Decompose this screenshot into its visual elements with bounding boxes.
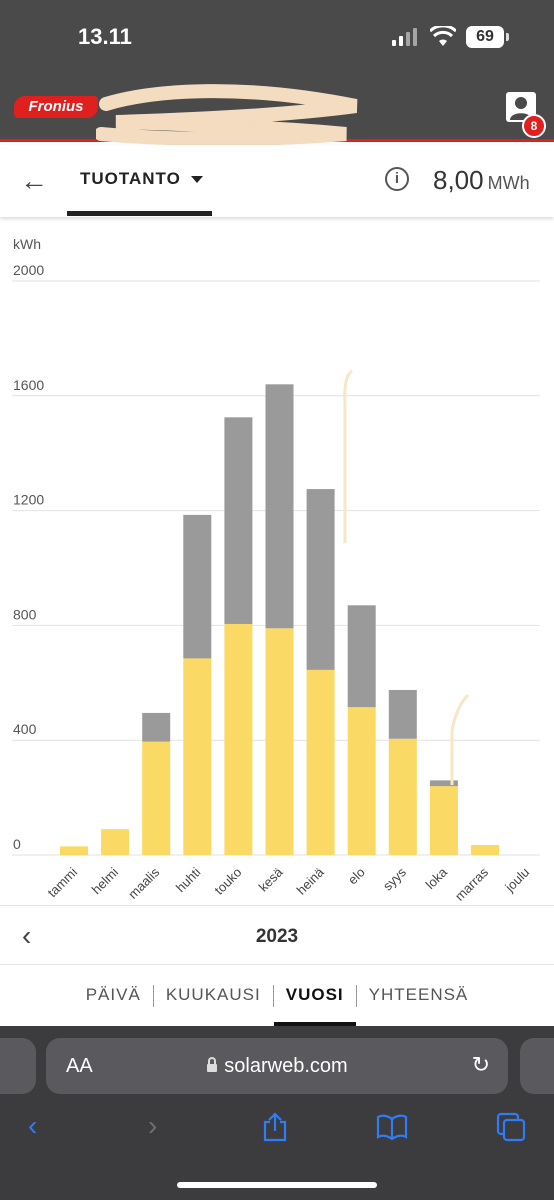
caret-down-icon: [190, 176, 203, 184]
reload-icon[interactable]: ↻: [471, 1052, 490, 1077]
fronius-logo[interactable]: Fronius: [14, 96, 98, 118]
bar-segment-heinä-0[interactable]: [306, 669, 335, 855]
x-tick-label: helmi: [89, 864, 122, 897]
total-unit: MWh: [487, 173, 530, 193]
tab-day[interactable]: PÄIVÄ: [85, 985, 141, 1004]
tab-divider: [355, 985, 357, 1007]
y-tick-label: 2000: [13, 262, 44, 278]
production-dropdown-label: TUOTANTO: [80, 169, 181, 188]
bar-segment-huhti-0[interactable]: [183, 658, 212, 855]
browser-chrome: AA solarweb.com ↻ ‹ ›: [0, 1026, 554, 1200]
tab-divider: [152, 985, 154, 1007]
tab-divider: [272, 985, 274, 1007]
production-chart: kWh 0 400 800 1200 1600 2000 tammi helmi maalis…: [0, 225, 554, 905]
bar-segment-loka-0[interactable]: [429, 786, 458, 855]
bar-segment-touko-1[interactable]: [224, 417, 253, 624]
bar-segment-maalis-1[interactable]: [142, 712, 171, 742]
y-axis-unit-label: kWh: [13, 236, 41, 252]
period-navigation: ‹ 2023: [0, 905, 554, 965]
bookmarks-icon[interactable]: [376, 1114, 408, 1140]
share-icon[interactable]: [262, 1112, 288, 1142]
bar-segment-tammi-0[interactable]: [60, 846, 88, 855]
y-tick-label: 400: [13, 721, 37, 737]
bar-segment-syys-0[interactable]: [388, 738, 417, 855]
bar-segment-huhti-1[interactable]: [183, 514, 212, 659]
bar-segment-touko-0[interactable]: [224, 623, 253, 855]
x-tick-label: touko: [211, 865, 244, 898]
notification-badge: 8: [522, 114, 546, 138]
tab-year[interactable]: VUOSI: [273, 966, 356, 1026]
status-time: 13.11: [78, 24, 132, 49]
y-tick-label: 1600: [13, 377, 44, 393]
next-tab-card[interactable]: [520, 1038, 554, 1094]
wifi-icon: [430, 26, 456, 46]
back-icon[interactable]: ‹: [28, 1110, 38, 1141]
bar-segment-kesä-1[interactable]: [265, 384, 294, 629]
bar-segment-loka-1[interactable]: [429, 780, 458, 787]
y-tick-label: 0: [13, 836, 21, 852]
previous-period-icon[interactable]: ‹: [22, 920, 32, 951]
total-production: 8,00 MWh: [433, 165, 530, 196]
bar-segment-syys-1[interactable]: [388, 689, 417, 739]
x-tick-label: loka: [423, 864, 451, 892]
previous-tab-card[interactable]: [0, 1038, 36, 1094]
production-dropdown[interactable]: TUOTANTO: [80, 169, 203, 189]
bar-segment-maalis-0[interactable]: [142, 741, 171, 855]
bar-chart-svg: kWh 0 400 800 1200 1600 2000 tammi helmi maalis…: [12, 236, 540, 904]
url-text: solarweb.com: [46, 1055, 508, 1078]
x-tick-label: syys: [380, 864, 409, 893]
app-header: Fronius 8: [0, 78, 554, 146]
x-tick-label: kesä: [256, 864, 287, 895]
active-tab-indicator: [67, 211, 212, 216]
tab-month[interactable]: KUUKAUSI: [165, 985, 261, 1004]
bar-segment-elo-1[interactable]: [347, 605, 376, 708]
x-tick-label: maalis: [125, 864, 163, 902]
bar-segment-helmi-0[interactable]: [101, 829, 130, 855]
x-tick-label: elo: [345, 865, 368, 888]
x-tick-label: heinä: [294, 864, 328, 898]
forward-icon[interactable]: ›: [148, 1110, 158, 1141]
lock-icon: [207, 1057, 218, 1072]
info-icon[interactable]: i: [385, 167, 409, 191]
cellular-signal-icon: [392, 28, 417, 46]
period-tabs: PÄIVÄ KUUKAUSI VUOSI YHTEENSÄ: [0, 966, 554, 1026]
bar-segment-kesä-0[interactable]: [265, 628, 294, 855]
section-header: ← TUOTANTO i 8,00 MWh: [0, 145, 554, 217]
x-tick-label: joulu: [501, 865, 532, 896]
browser-toolbar: ‹ ›: [0, 1110, 554, 1150]
bar-segment-marras-0[interactable]: [471, 844, 499, 855]
x-tick-label: marras: [452, 864, 492, 904]
redacted-site-name: [96, 84, 358, 146]
bar-segment-heinä-1[interactable]: [306, 489, 335, 670]
tabs-icon[interactable]: [496, 1112, 526, 1142]
status-bar: 13.11 69: [0, 0, 554, 78]
address-bar[interactable]: AA solarweb.com ↻: [46, 1038, 508, 1094]
y-tick-label: 1200: [13, 492, 44, 508]
total-value: 8,00: [433, 165, 484, 195]
x-tick-label: tammi: [44, 864, 80, 900]
y-tick-label: 800: [13, 606, 37, 622]
home-indicator: [177, 1182, 377, 1188]
url-label: solarweb.com: [224, 1055, 348, 1077]
x-tick-label: huhti: [173, 864, 204, 895]
bar-segment-elo-0[interactable]: [347, 707, 376, 855]
current-year: 2023: [255, 926, 299, 947]
battery-icon: 69: [466, 26, 509, 48]
tab-total[interactable]: YHTEENSÄ: [368, 985, 469, 1004]
scribble-marks: [343, 369, 470, 785]
reader-options-button[interactable]: AA: [66, 1055, 93, 1077]
back-arrow-icon[interactable]: ←: [20, 165, 48, 196]
